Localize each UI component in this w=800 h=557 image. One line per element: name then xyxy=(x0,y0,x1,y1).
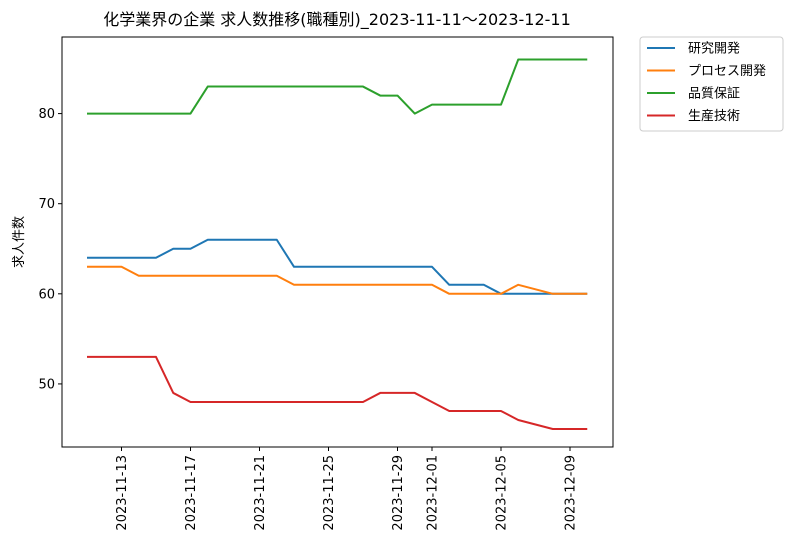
series-line-0 xyxy=(87,238,588,295)
plot-area xyxy=(87,58,588,430)
y-axis-label: 求人件数 xyxy=(12,216,27,268)
chart-title: 化学業界の企業 求人数推移(職種別)_2023-11-11～2023-12-11 xyxy=(103,10,571,30)
y-tick-label: 60 xyxy=(38,287,55,302)
y-tick-label: 50 xyxy=(38,377,55,392)
series-line-1 xyxy=(87,265,588,295)
x-tick-label: 2023-12-09 xyxy=(564,455,579,531)
legend-label-0: 研究開発 xyxy=(688,42,740,57)
series-line-2 xyxy=(87,58,588,115)
y-tick-label: 80 xyxy=(38,107,55,122)
series-line-3 xyxy=(87,355,588,430)
legend-box xyxy=(639,36,784,132)
y-axis: 50 60 70 80 xyxy=(38,107,62,392)
x-tick-label: 2023-12-01 xyxy=(426,455,441,531)
y-tick-label: 70 xyxy=(38,197,55,212)
x-tick-label: 2023-11-17 xyxy=(184,455,199,531)
x-tick-label: 2023-11-13 xyxy=(115,455,130,531)
x-tick-label: 2023-11-25 xyxy=(322,455,337,531)
legend-label-2: 品質保証 xyxy=(688,87,740,102)
plot-frame xyxy=(61,36,614,448)
legend-label-3: 生産技術 xyxy=(688,108,740,124)
legend-label-1: プロセス開発 xyxy=(688,64,766,79)
x-axis: 2023-11-13 2023-11-17 2023-11-21 2023-11-25… xyxy=(115,447,579,531)
x-tick-label: 2023-11-21 xyxy=(253,455,268,531)
x-tick-label: 2023-11-29 xyxy=(391,455,406,531)
x-tick-label: 2023-12-05 xyxy=(495,455,510,531)
